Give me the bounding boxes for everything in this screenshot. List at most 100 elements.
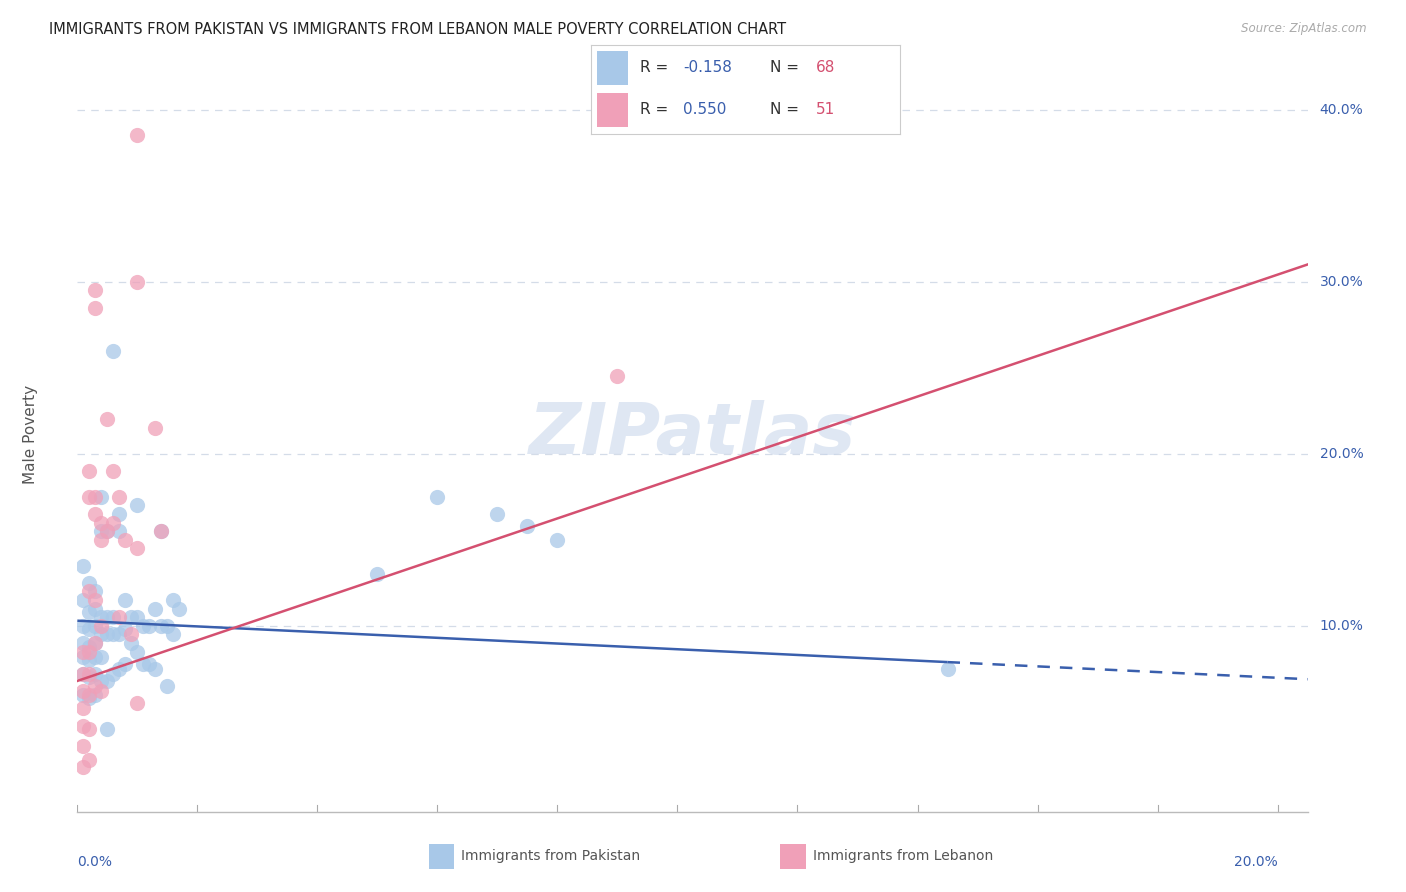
Point (90, 524, 112, 539)
Point (103, 667, 125, 681)
Point (79, 667, 101, 681)
Point (156, 619, 179, 633)
Point (90, 533, 112, 547)
Point (79, 464, 101, 478)
Point (84, 636, 107, 650)
Text: 30.0%: 30.0% (1320, 275, 1364, 289)
Point (103, 610, 125, 624)
Point (108, 610, 131, 624)
Text: R =: R = (640, 61, 673, 75)
Point (72, 593, 94, 607)
Point (127, 610, 149, 624)
Point (103, 627, 125, 641)
Text: 68: 68 (817, 61, 835, 75)
Point (79, 753, 101, 767)
Point (120, 636, 142, 650)
Point (79, 584, 101, 599)
Point (96, 610, 118, 624)
Point (127, 128, 149, 143)
Point (90, 649, 112, 664)
Point (79, 640, 101, 654)
Point (127, 275, 149, 289)
Point (96, 627, 118, 641)
Point (486, 507, 509, 521)
Text: 51: 51 (817, 103, 835, 117)
Point (72, 558, 94, 573)
Point (72, 619, 94, 633)
Point (72, 636, 94, 650)
Point (120, 627, 142, 641)
Point (84, 507, 107, 521)
Point (127, 541, 149, 556)
Point (79, 653, 101, 667)
Point (90, 610, 112, 624)
Point (72, 649, 94, 664)
Text: Male Poverty: Male Poverty (22, 385, 38, 484)
Point (84, 636, 107, 650)
Point (84, 593, 107, 607)
Point (108, 662, 131, 676)
Point (84, 688, 107, 702)
Point (79, 688, 101, 702)
Point (150, 619, 173, 633)
Point (143, 662, 166, 676)
Text: R =: R = (640, 103, 673, 117)
Bar (596, 51, 627, 85)
Point (114, 623, 136, 637)
Point (426, 490, 449, 504)
Point (108, 507, 131, 521)
Point (127, 499, 149, 513)
Point (72, 684, 94, 698)
Point (606, 369, 628, 384)
Point (150, 524, 173, 539)
Point (90, 619, 112, 633)
Point (79, 691, 101, 706)
Text: 40.0%: 40.0% (1320, 103, 1364, 117)
Point (84, 619, 107, 633)
Point (150, 524, 173, 539)
Point (79, 623, 101, 637)
Text: Source: ZipAtlas.com: Source: ZipAtlas.com (1241, 22, 1367, 36)
Point (90, 684, 112, 698)
Point (143, 421, 166, 435)
Text: IMMIGRANTS FROM PAKISTAN VS IMMIGRANTS FROM LEBANON MALE POVERTY CORRELATION CHA: IMMIGRANTS FROM PAKISTAN VS IMMIGRANTS F… (49, 22, 786, 37)
Point (79, 575, 101, 590)
Point (162, 593, 184, 607)
Point (90, 673, 112, 688)
Text: 20.0%: 20.0% (1234, 855, 1278, 869)
Text: ZIPatlas: ZIPatlas (529, 401, 856, 469)
Point (84, 601, 107, 615)
Text: N =: N = (770, 103, 804, 117)
Point (79, 490, 101, 504)
Point (108, 524, 131, 539)
Point (84, 679, 107, 693)
Point (127, 645, 149, 659)
Bar (596, 93, 627, 127)
Point (114, 533, 136, 547)
Point (84, 584, 107, 599)
Text: Immigrants from Lebanon: Immigrants from Lebanon (813, 849, 993, 863)
Point (108, 490, 131, 504)
Point (90, 627, 112, 641)
Point (72, 667, 94, 681)
Text: Immigrants from Pakistan: Immigrants from Pakistan (461, 849, 640, 863)
Point (114, 657, 136, 671)
Point (72, 667, 94, 681)
Point (79, 645, 101, 659)
Point (96, 673, 118, 688)
Point (108, 627, 131, 641)
Point (162, 627, 184, 641)
Point (72, 701, 94, 715)
Point (84, 667, 107, 681)
Point (72, 688, 94, 702)
Point (96, 412, 118, 426)
Point (96, 524, 118, 539)
Point (84, 283, 107, 297)
Text: N =: N = (770, 61, 804, 75)
Point (84, 301, 107, 315)
Point (84, 490, 107, 504)
Point (90, 490, 112, 504)
Point (72, 645, 94, 659)
Point (169, 601, 191, 615)
Point (72, 739, 94, 754)
